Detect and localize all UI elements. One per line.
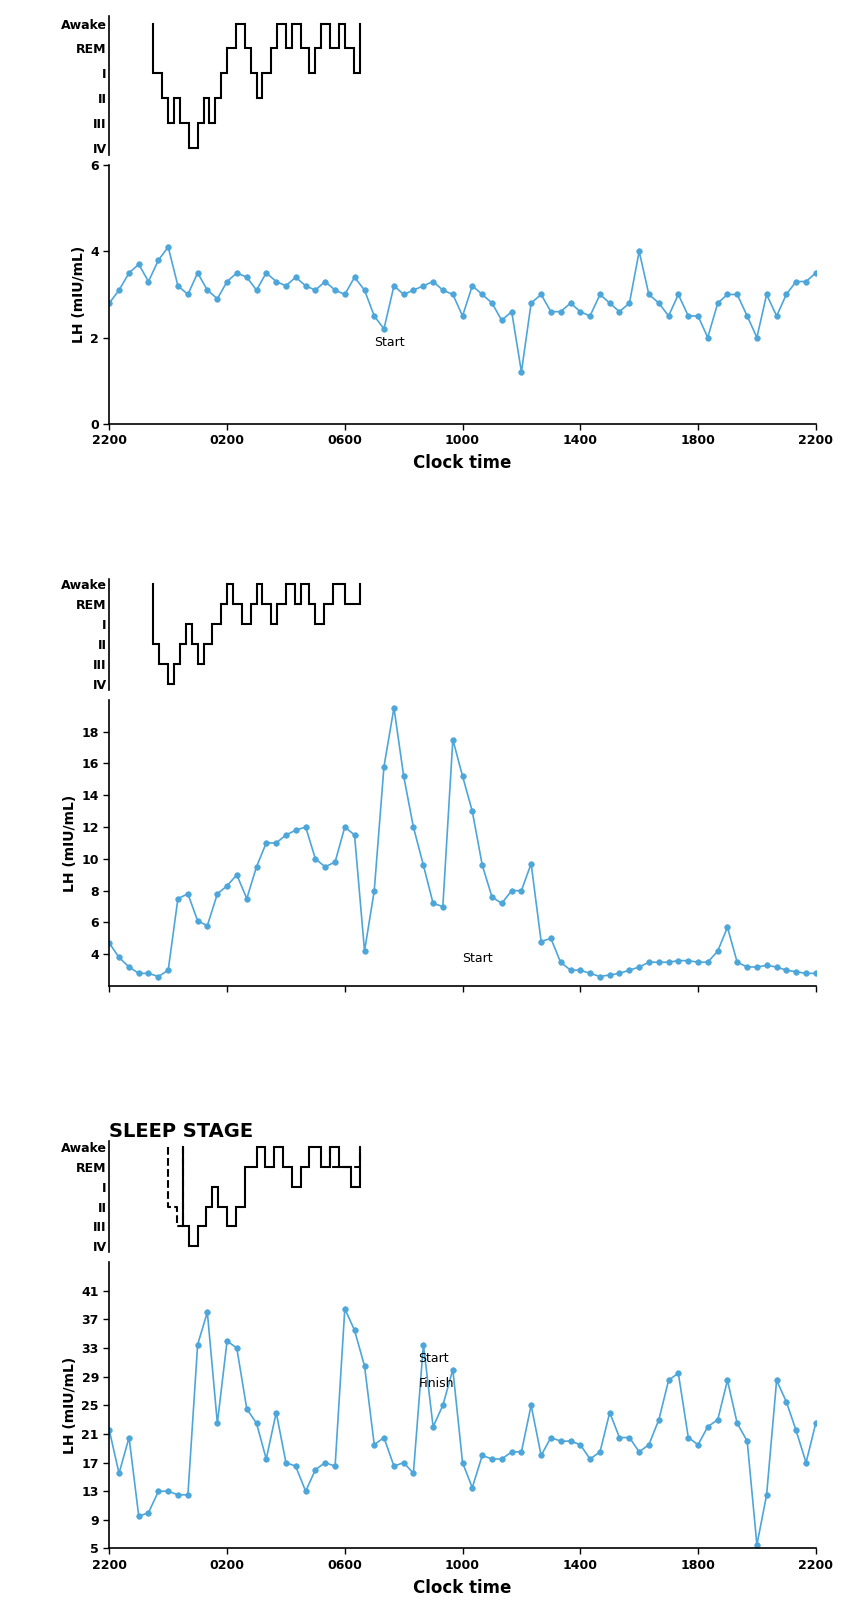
Text: Start: Start <box>374 336 405 348</box>
Text: Start: Start <box>418 1352 449 1365</box>
X-axis label: Clock time: Clock time <box>414 453 511 473</box>
Y-axis label: LH (mIU/mL): LH (mIU/mL) <box>63 794 77 892</box>
Text: Finish: Finish <box>418 1378 454 1390</box>
Y-axis label: LH (mIU/mL): LH (mIU/mL) <box>63 1357 77 1453</box>
Y-axis label: LH (mIU/mL): LH (mIU/mL) <box>72 245 86 344</box>
X-axis label: Clock time: Clock time <box>414 1579 511 1597</box>
Text: Start: Start <box>463 952 493 965</box>
Text: SLEEP STAGE: SLEEP STAGE <box>109 1121 253 1140</box>
